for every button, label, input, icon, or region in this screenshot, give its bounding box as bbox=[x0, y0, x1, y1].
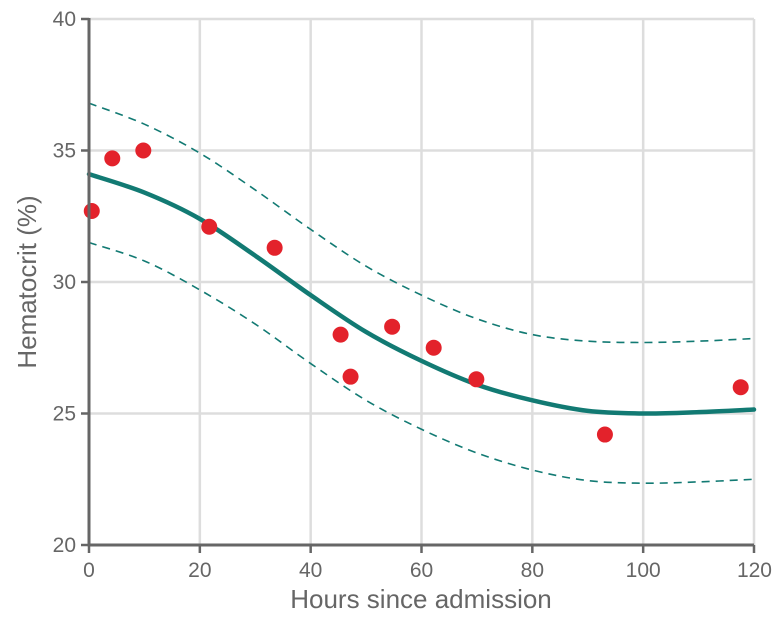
data-point bbox=[104, 150, 121, 167]
data-point bbox=[468, 371, 485, 388]
data-point bbox=[266, 239, 283, 256]
x-tick-label: 60 bbox=[410, 559, 433, 582]
x-tick-label: 100 bbox=[626, 559, 661, 582]
tick-labels: 20 25 30 35 40 0 20 40 60 80 100 120 bbox=[53, 8, 772, 582]
data-points bbox=[83, 142, 749, 443]
data-point bbox=[425, 339, 442, 356]
x-tick-label: 40 bbox=[299, 559, 322, 582]
lower-bound-line bbox=[88, 241, 755, 485]
x-axis-label: Hours since admission bbox=[290, 584, 552, 614]
x-tick-label: 20 bbox=[188, 559, 211, 582]
data-point bbox=[83, 202, 100, 219]
grid bbox=[89, 17, 756, 545]
y-tick-label: 20 bbox=[53, 534, 76, 557]
data-point bbox=[732, 379, 749, 396]
upper-bound-line bbox=[88, 102, 755, 344]
data-point bbox=[135, 142, 152, 159]
axes bbox=[81, 17, 756, 553]
x-tick-label: 0 bbox=[83, 559, 95, 582]
y-tick-label: 30 bbox=[53, 271, 76, 294]
y-tick-label: 40 bbox=[53, 8, 76, 31]
data-point bbox=[596, 426, 613, 443]
y-tick-label: 35 bbox=[53, 140, 76, 163]
data-point bbox=[384, 318, 401, 335]
y-axis-label: Hematocrit (%) bbox=[12, 195, 42, 368]
data-point bbox=[201, 218, 218, 235]
data-point bbox=[332, 326, 349, 343]
confidence-band bbox=[88, 102, 755, 485]
fit-line bbox=[86, 171, 757, 416]
x-tick-label: 80 bbox=[521, 559, 544, 582]
x-tick-label: 120 bbox=[737, 559, 772, 582]
y-tick-label: 25 bbox=[53, 403, 76, 426]
fit-curve bbox=[86, 171, 757, 416]
data-point bbox=[342, 368, 359, 385]
